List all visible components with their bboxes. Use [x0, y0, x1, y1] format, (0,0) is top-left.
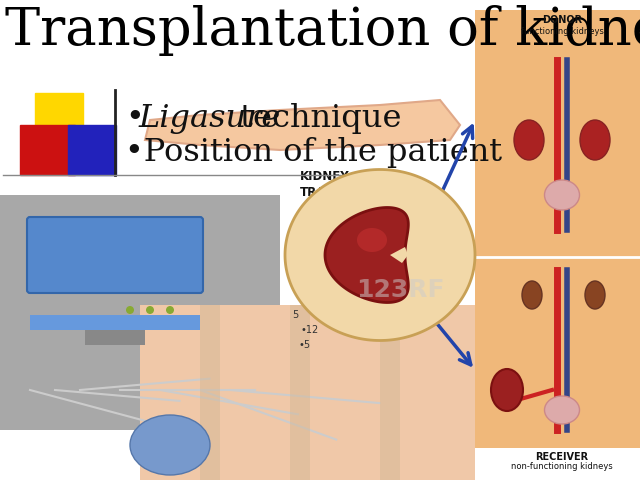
Bar [20, 125, 75, 175]
FancyBboxPatch shape [27, 217, 203, 293]
Circle shape [146, 306, 154, 314]
Ellipse shape [130, 415, 210, 475]
Bar [475, 10, 640, 255]
Bar [200, 305, 220, 480]
Bar [0, 195, 280, 430]
Ellipse shape [514, 120, 544, 160]
Text: DONOR: DONOR [542, 15, 582, 25]
Polygon shape [285, 169, 475, 340]
Text: RECEIVER: RECEIVER [536, 452, 589, 462]
Bar [475, 255, 640, 448]
Text: 5: 5 [292, 310, 298, 320]
Bar [68, 125, 116, 175]
Circle shape [166, 306, 174, 314]
Text: •Position of the patient: •Position of the patient [125, 137, 502, 168]
Bar [140, 305, 475, 480]
Text: KIDNEY
TRANSPLANT: KIDNEY TRANSPLANT [300, 170, 388, 199]
Ellipse shape [580, 120, 610, 160]
Polygon shape [357, 228, 387, 252]
Bar [380, 305, 400, 480]
Ellipse shape [585, 281, 605, 309]
Bar [290, 305, 310, 480]
Text: •: • [125, 103, 144, 134]
Ellipse shape [522, 281, 542, 309]
Text: 123RF: 123RF [356, 278, 444, 302]
Bar [85, 327, 145, 345]
Text: •12: •12 [301, 325, 319, 335]
Polygon shape [325, 207, 408, 302]
Ellipse shape [491, 369, 523, 411]
Text: technique: technique [230, 103, 401, 134]
Text: •5: •5 [299, 340, 311, 350]
Text: Transplantation of kidney: Transplantation of kidney [5, 5, 640, 57]
Polygon shape [390, 247, 408, 263]
Polygon shape [145, 100, 460, 150]
Bar [30, 315, 200, 330]
Ellipse shape [545, 396, 579, 424]
Text: Ligasure: Ligasure [138, 103, 280, 134]
Ellipse shape [545, 180, 579, 210]
Bar [35, 93, 83, 135]
Circle shape [126, 306, 134, 314]
Text: non-functioning kidneys: non-functioning kidneys [511, 462, 613, 471]
Text: functioning kidneys: functioning kidneys [520, 27, 604, 36]
